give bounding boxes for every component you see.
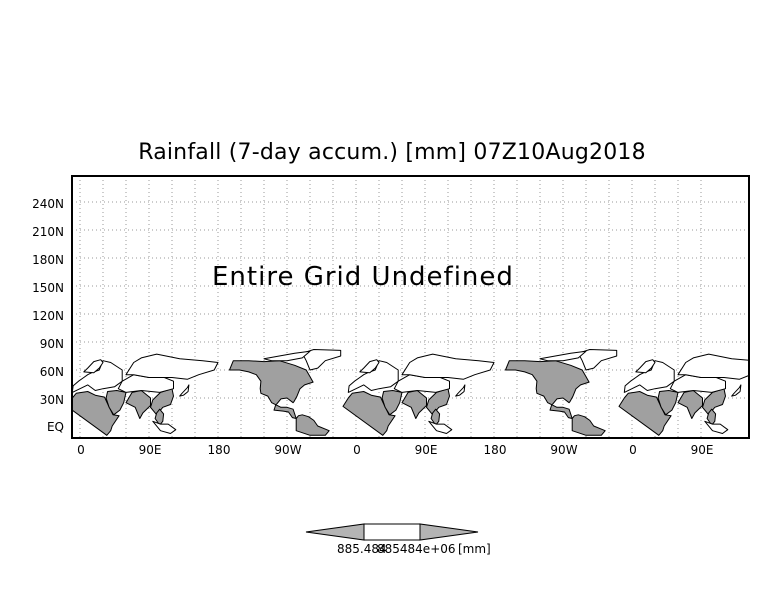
landmass-north-america [229,360,314,419]
landmass-europe [623,360,675,393]
landmass-central-asia [117,374,174,393]
y-tick-label: 150N [32,281,64,295]
landmass-middle-east [381,390,403,416]
landmass-japan [455,384,466,397]
landmass-greenland [301,349,342,371]
landmass-siberia [125,353,219,380]
map-title: Rainfall (7-day accum.) [mm] 07Z10Aug201… [138,140,646,165]
continents [72,349,749,436]
colorbar-max-label: 885484e+06 [377,542,456,556]
landmass-central-asia [393,374,450,393]
landmass-central-asia [669,374,726,393]
colorbar-unit-label: [mm] [458,542,491,556]
landmass-japan [731,384,742,397]
landmass-south-america [571,414,606,436]
landmass-south-america [295,414,330,436]
landmass-scandinavia [83,359,104,374]
plot-border [71,175,750,439]
landmass-scandinavia [359,359,380,374]
x-tick-label: 180 [207,443,231,457]
colorbar-right-arrow [419,523,479,541]
landmass-scandinavia [635,359,656,374]
landmass-indonesia [152,420,177,434]
x-tick-label: 90E [138,443,162,457]
y-tick-label: 210N [32,225,64,239]
undefined-grid-message: Entire Grid Undefined [212,262,514,292]
landmass-south-asia [401,390,427,419]
landmass-middle-east [105,390,127,416]
landmass-greenland [577,349,618,371]
landmass-south-asia [677,390,703,419]
world-band-3 [618,353,749,436]
y-tick-label: 30N [39,393,64,407]
world-band-2 [342,349,618,436]
x-tick-label: 90W [274,443,302,457]
colorbar-left-arrow [305,523,365,541]
landmass-siberia [677,353,749,380]
y-tick-label: 180N [32,253,64,267]
landmass-japan [179,384,190,397]
landmass-north-america [505,360,590,419]
landmass-south-asia [125,390,151,419]
colorbar-min-label: 885.484 [337,542,387,556]
x-tick-label: 90E [690,443,714,457]
x-tick-label: 90E [414,443,438,457]
y-tick-label: 240N [32,197,64,211]
landmass-siberia [401,353,495,380]
landmass-middle-east [657,390,679,416]
x-tick-label: 0 [353,443,361,457]
landmass-indonesia [704,420,729,434]
x-tick-label: 180 [483,443,507,457]
landmass-arctic-islands [263,350,311,362]
y-tick-label: EQ [46,420,64,434]
world-band-1 [72,349,342,436]
landmass-arctic-islands [539,350,587,362]
x-tick-label: 0 [77,443,85,457]
x-tick-label: 0 [629,443,637,457]
y-tick-label: 90N [39,337,64,351]
x-tick-label: 90W [550,443,578,457]
landmass-europe [72,360,123,393]
y-tick-label: 60N [39,365,64,379]
y-tick-label: 120N [32,309,64,323]
landmass-east-asia [426,388,450,416]
landmass-east-asia [150,388,174,416]
colorbar-box [363,523,421,541]
landmass-europe [347,360,399,393]
landmass-east-asia [702,388,726,416]
colorbar [305,523,479,541]
landmass-indonesia [428,420,453,434]
